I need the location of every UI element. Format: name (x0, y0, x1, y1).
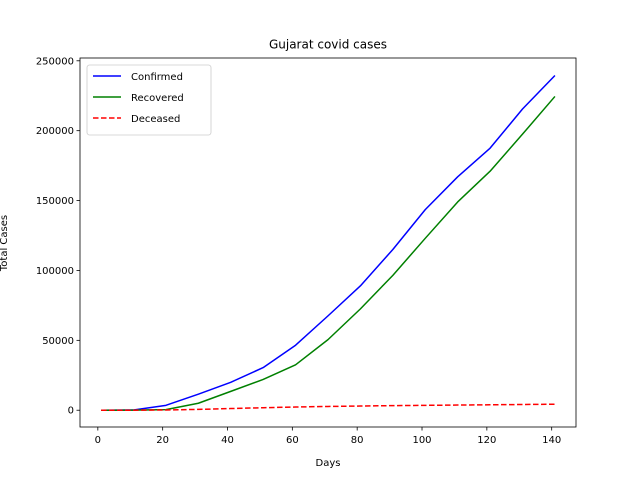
x-tick-label: 140 (542, 435, 561, 446)
y-tick-label: 0 (68, 406, 74, 417)
series-line-confirmed (101, 74, 556, 411)
legend: Confirmed Recovered Deceased (86, 64, 212, 136)
y-tick-label: 100000 (36, 266, 74, 277)
plot-area (79, 57, 577, 428)
plot-frame (79, 57, 577, 428)
y-axis-label: Total Cases (0, 215, 10, 272)
legend-label: Deceased (131, 114, 180, 125)
x-tick-label: 40 (221, 435, 234, 446)
y-tick-label: 250000 (36, 56, 74, 67)
x-tick-label: 0 (95, 435, 101, 446)
series-lines (101, 74, 556, 411)
legend-label: Recovered (131, 93, 184, 104)
series-line-deceased (101, 403, 555, 411)
x-axis: 0 20 40 60 80 100 120 140 (95, 427, 561, 446)
x-tick-label: 20 (156, 435, 169, 446)
legend-label: Confirmed (131, 72, 183, 83)
x-tick-label: 120 (477, 435, 496, 446)
y-axis: 0 50000 100000 150000 200000 250000 (36, 56, 80, 417)
chart-title: Gujarat covid cases (269, 38, 387, 52)
y-tick-label: 150000 (36, 196, 74, 207)
x-tick-label: 60 (286, 435, 299, 446)
x-axis-label: Days (316, 458, 341, 469)
series-line-recovered (101, 95, 556, 411)
x-tick-label: 80 (351, 435, 364, 446)
y-tick-label: 200000 (36, 126, 74, 137)
x-tick-label: 100 (412, 435, 431, 446)
y-tick-label: 50000 (42, 336, 74, 347)
